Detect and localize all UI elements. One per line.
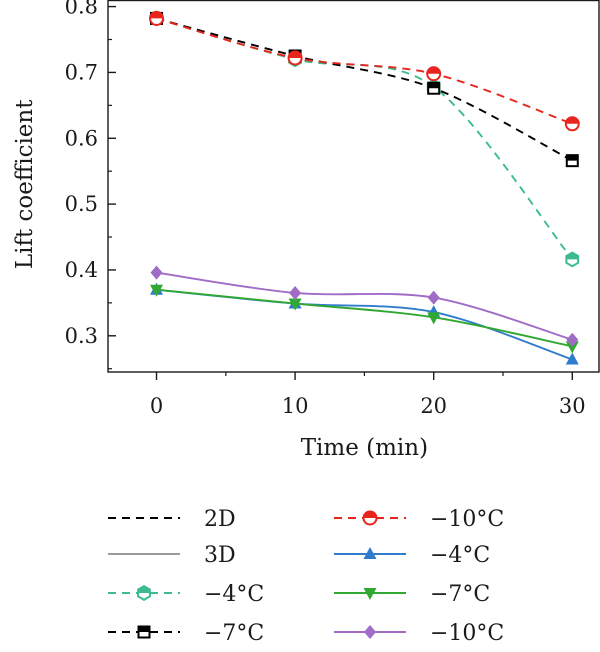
legend-2d-7-c-marker — [137, 625, 151, 639]
legend-2d-10-c: −10°C — [334, 507, 504, 532]
point-3d-7-c-10 — [288, 298, 302, 311]
point-2d-10-c-20 — [426, 66, 442, 82]
legend: 2D 3D −4°C −7°C −10°C −4°C −7°C −10°C — [108, 507, 504, 646]
x-axis-title: Time (min) — [301, 435, 428, 461]
point-2d-4-c-30 — [565, 251, 580, 268]
legend-3d-7-c: −7°C — [334, 582, 490, 607]
y-tick-label-0-3: 0.3 — [65, 324, 98, 348]
series-2d-10-c — [149, 10, 580, 132]
point-3d-10-c-10 — [289, 285, 302, 300]
point-3d-7-c-0 — [150, 284, 164, 297]
legend-2d-10-c-marker — [362, 510, 378, 526]
legend-3d-7-c-label: −7°C — [430, 582, 490, 607]
point-3d-4-c-30 — [565, 352, 579, 365]
legend-2d-7-c: −7°C — [108, 621, 264, 646]
legend-3d-4-c-marker — [363, 547, 377, 559]
legend-3d-10-c-label: −10°C — [430, 621, 504, 646]
series-3d-7-c — [150, 284, 579, 354]
y-tick-label-0-6: 0.6 — [65, 126, 98, 150]
x-tick-label-30: 30 — [559, 394, 586, 418]
legend-2d-4-c-label: −4°C — [204, 582, 264, 607]
y-tick-label-0-7: 0.7 — [65, 60, 98, 84]
point-2d-7-c-20 — [427, 81, 441, 95]
point-3d-10-c-0 — [150, 265, 163, 280]
plot-axes: 0.3 0.4 0.5 0.6 0.7 0.8 0 10 20 30 Time (min) Lift … — [12, 0, 600, 461]
x-tick-label-0: 0 — [150, 394, 163, 418]
y-axis-title: Lift coefficient — [12, 99, 38, 269]
legend-2d: 2D — [108, 507, 236, 532]
series-line-2d-7-c — [156, 17, 573, 162]
point-2d-10-c-30 — [564, 116, 580, 132]
series-line-2d-4-c — [156, 17, 574, 261]
series-line-2d-10-c — [156, 17, 573, 125]
point-2d-10-c-10 — [287, 50, 303, 66]
x-tick-label-20: 20 — [420, 394, 447, 418]
series-layer — [149, 10, 580, 365]
y-tick-label-0-5: 0.5 — [65, 192, 98, 216]
series-line-3d-7-c — [156, 288, 573, 348]
legend-2d-label: 2D — [204, 507, 236, 532]
point-2d-10-c-0 — [149, 10, 165, 26]
point-3d-10-c-20 — [427, 290, 440, 305]
legend-2d-10-c-label: −10°C — [430, 507, 504, 532]
y-tick-label-0-4: 0.4 — [65, 258, 98, 282]
plot-frame — [107, 0, 600, 373]
point-3d-7-c-20 — [427, 312, 441, 325]
legend-2d-7-c-label: −7°C — [204, 621, 264, 646]
point-3d-10-c-30 — [566, 332, 579, 347]
legend-3d-4-c: −4°C — [334, 543, 490, 568]
legend-2d-4-c: −4°C — [108, 582, 264, 607]
x-tick-label-10: 10 — [282, 394, 309, 418]
series-3d-10-c — [150, 265, 579, 347]
legend-2d-4-c-marker — [137, 585, 151, 601]
legend-3d-10-c: −10°C — [334, 621, 504, 646]
legend-3d-10-c-marker — [364, 625, 376, 639]
point-3d-7-c-30 — [565, 341, 579, 354]
y-tick-label-0-8: 0.8 — [65, 0, 98, 19]
legend-3d-4-c-label: −4°C — [430, 543, 490, 568]
series-line-3d-10-c — [156, 271, 573, 341]
point-2d-7-c-30 — [565, 154, 579, 168]
legend-3d: 3D — [108, 543, 236, 568]
series-line-3d-4-c — [156, 288, 573, 361]
series-2d-4-c — [149, 10, 580, 268]
legend-3d-label: 3D — [204, 543, 236, 568]
legend-3d-7-c-marker — [363, 588, 377, 600]
